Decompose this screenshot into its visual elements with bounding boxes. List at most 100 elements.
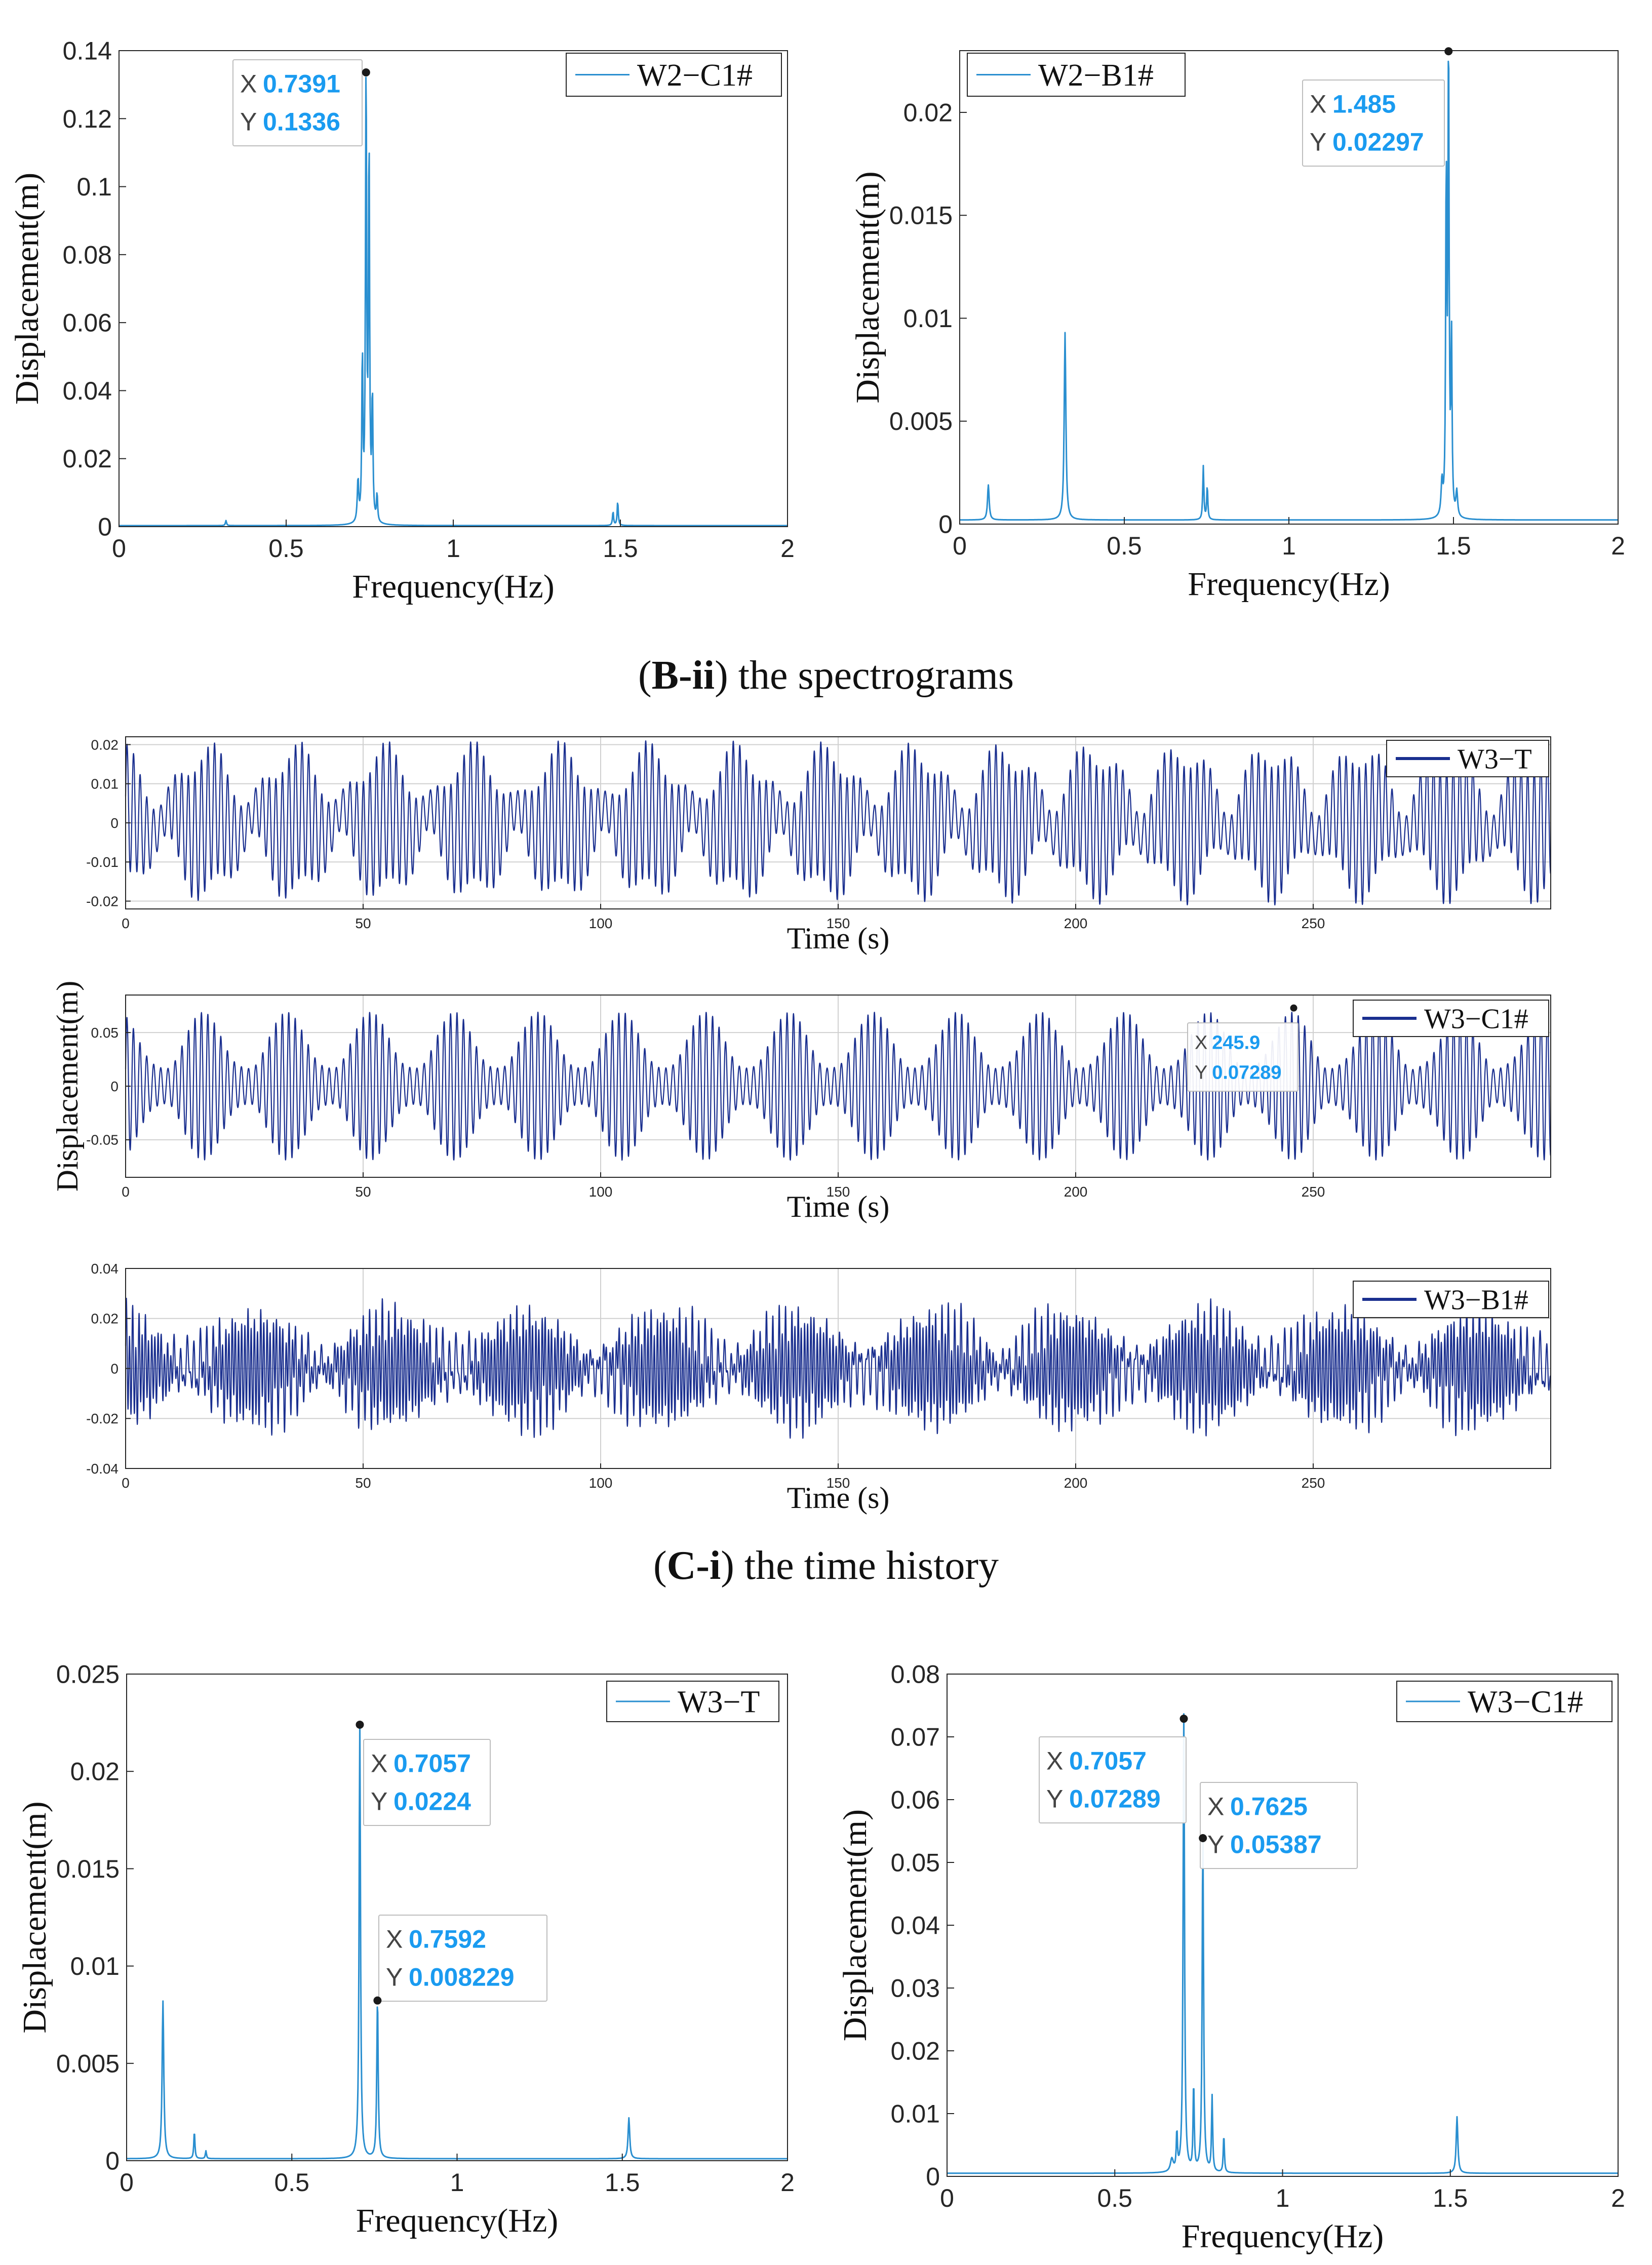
- data-tip: X 245.9Y 0.07289: [1187, 1004, 1299, 1092]
- data-tip-box: [1200, 1782, 1358, 1869]
- y-tick-label: 0: [98, 513, 112, 541]
- y-axis-label: Displacement(m): [51, 981, 84, 1192]
- data-tip-marker: [362, 68, 370, 76]
- y-tick-label: 0: [926, 2163, 940, 2191]
- data-tip-y-value: 0.008229: [409, 1963, 515, 1991]
- y-tick-label: 0: [105, 2147, 120, 2175]
- x-tick-label: 2: [780, 2168, 795, 2197]
- x-tick-label: 0: [112, 534, 126, 563]
- x-tick-label: 2: [1611, 532, 1625, 560]
- data-tip-x-value: 0.7057: [1069, 1747, 1147, 1775]
- x-tick-label: 50: [355, 1184, 371, 1200]
- x-tick-label: 250: [1302, 1184, 1325, 1200]
- caption-c-i-close: ): [721, 1543, 734, 1588]
- data-tip-y-label: Y: [1310, 128, 1326, 156]
- y-tick-label: 0.06: [891, 1786, 940, 1814]
- x-axis-label: Time (s): [787, 922, 890, 955]
- x-tick-label: 100: [589, 1475, 613, 1491]
- x-tick-label: 200: [1064, 916, 1088, 931]
- x-tick-label: 0: [953, 532, 967, 560]
- y-tick-label: 0.005: [56, 2049, 120, 2078]
- x-tick-label: 2: [780, 534, 795, 563]
- x-tick-label: 150: [827, 1475, 850, 1491]
- y-axis-label: Displacement(m): [16, 1801, 53, 2033]
- data-tip-y-value: 0.07289: [1069, 1784, 1161, 1813]
- chart-spec-w2-b1: 0 0.5 1 1.5 2 0 0.005 0.01 0.015 0.02 Frequency(Hz…: [849, 47, 1625, 603]
- legend-label: W3−T: [1458, 744, 1532, 775]
- caption-c-i-text: the time history: [734, 1543, 999, 1588]
- y-tick-label: 0.02: [70, 1758, 120, 1786]
- y-tick-label: 0.01: [891, 2100, 940, 2128]
- x-tick-label: 150: [827, 1184, 850, 1200]
- y-tick-label: 0: [110, 1079, 119, 1094]
- y-tick-label: 0.04: [891, 1912, 940, 1940]
- y-tick-label: 0.08: [63, 241, 112, 269]
- charts-layer: 0 0.5 1 1.5 2 0 0.02 0.04 0.06 0.08 0.1 0.12 0.14 Fre…: [9, 37, 1625, 2255]
- y-tick-label: 0.01: [903, 304, 953, 333]
- data-tip-x-label: X: [386, 1925, 403, 1954]
- y-tick-label: 0.07: [891, 1723, 940, 1752]
- data-tip-box: [1039, 1736, 1187, 1823]
- y-tick-label: 0.01: [70, 1952, 120, 1980]
- data-tip-y-value: 0.05387: [1230, 1830, 1322, 1858]
- legend-label: W3−T: [678, 1685, 760, 1720]
- data-tip-x-value: 0.7391: [263, 70, 340, 98]
- caption-c-i: (C-i) the time history: [653, 1543, 999, 1588]
- x-tick-label: 0.5: [274, 2168, 309, 2197]
- y-tick-label: 0.015: [889, 202, 953, 230]
- legend-label: W3−C1#: [1468, 1685, 1583, 1720]
- x-tick-label: 1: [1276, 2184, 1290, 2212]
- x-tick-label: 150: [827, 916, 850, 931]
- series-line: [125, 740, 1551, 906]
- y-tick-label: 0: [938, 510, 953, 539]
- x-tick-label: 0: [122, 916, 130, 931]
- legend: W3−T: [606, 1681, 779, 1722]
- x-tick-label: 1.5: [1433, 2184, 1468, 2212]
- y-tick-label: -0.05: [86, 1132, 119, 1148]
- x-tick-label: 0: [122, 1475, 130, 1491]
- caption-b-ii-open: (: [638, 653, 652, 698]
- data-tip-x-label: X: [1046, 1747, 1063, 1775]
- x-tick-label: 100: [589, 916, 613, 931]
- caption-c-i-label: C-i: [667, 1543, 721, 1588]
- y-tick-label: 0.02: [891, 2037, 940, 2065]
- y-axis-label: Displacement(m): [837, 1809, 874, 2041]
- chart-time-w3-t: 0 50 100 150 200 250 -0.02 -0.01 0 0.01 0.02 Time (…: [86, 736, 1551, 955]
- legend-label: W3−C1#: [1424, 1004, 1528, 1035]
- legend-label: W2−B1#: [1038, 58, 1154, 93]
- data-tip-x-label: X: [1310, 90, 1326, 118]
- data-tip-marker: [356, 1720, 364, 1729]
- data-tip-box: [363, 1739, 491, 1826]
- x-axis-label: Frequency(Hz): [1188, 566, 1390, 603]
- legend: W3−C1#: [1353, 1000, 1549, 1037]
- x-tick-label: 0.5: [268, 534, 304, 563]
- y-tick-label: 0.08: [891, 1660, 940, 1689]
- caption-b-ii-close: ): [715, 653, 728, 698]
- data-tip-box: [378, 1915, 547, 2002]
- data-tip-marker: [1199, 1834, 1207, 1843]
- y-tick-label: 0.12: [63, 105, 112, 133]
- chart-spec-w2-c1: 0 0.5 1 1.5 2 0 0.02 0.04 0.06 0.08 0.1 0.12 0.14 Fre…: [9, 37, 795, 606]
- data-tip-y-value: 0.0224: [394, 1787, 471, 1815]
- legend: W3−B1#: [1353, 1281, 1549, 1318]
- y-tick-label: 0.01: [91, 776, 119, 792]
- data-tip-x-value: 0.7592: [409, 1925, 486, 1954]
- y-tick-label: 0.015: [56, 1855, 120, 1883]
- caption-b-ii-label: B-ii: [652, 653, 715, 698]
- y-tick-label: 0.025: [56, 1660, 120, 1689]
- data-tip-y-label: Y: [1207, 1830, 1224, 1858]
- data-tip-x-label: X: [371, 1750, 387, 1778]
- data-tip-x-value: 0.7625: [1230, 1793, 1308, 1821]
- x-tick-label: 1: [450, 2168, 464, 2197]
- x-tick-label: 1: [1282, 532, 1296, 560]
- plot-area: [119, 51, 788, 527]
- data-tip-x-value: 0.7057: [394, 1750, 471, 1778]
- y-tick-label: -0.02: [86, 893, 119, 909]
- x-tick-label: 1: [446, 534, 460, 563]
- x-tick-label: 0: [120, 2168, 134, 2197]
- caption-b-ii-text: the spectrograms: [728, 653, 1014, 698]
- legend: W2−C1#: [566, 53, 782, 97]
- x-axis-label: Frequency(Hz): [356, 2202, 558, 2239]
